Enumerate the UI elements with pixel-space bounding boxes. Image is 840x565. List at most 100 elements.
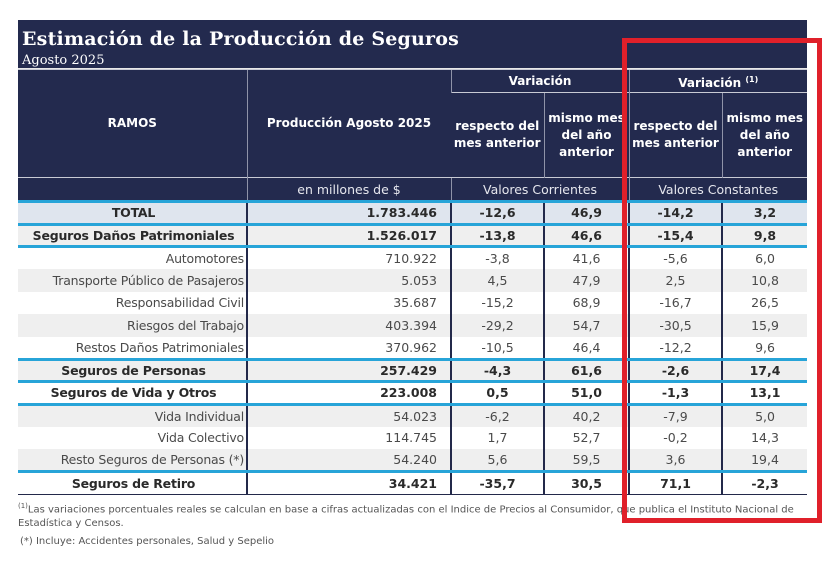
- cell-var-anio: 40,2: [543, 404, 629, 427]
- col-unit-millones: en millones de $: [246, 177, 451, 203]
- cell-var-mes: 0,5: [450, 381, 544, 406]
- row-label: Riesgos del Trabajo: [18, 314, 247, 337]
- cell-var-anio: 59,5: [543, 449, 629, 473]
- cell-var-mes: -10,5: [450, 336, 544, 361]
- table-row: Seguros Daños Patrimoniales 1.526.017 -13,…: [18, 224, 808, 248]
- cell-produccion: 1.783.446: [246, 201, 451, 226]
- table-header: RAMOS Producción Agosto 2025 Variación V…: [18, 69, 808, 203]
- production-table: RAMOS Producción Agosto 2025 Variación V…: [18, 69, 808, 495]
- col-unit-constantes: Valores Constantes: [628, 177, 808, 203]
- cell-real-mes: 3,6: [628, 449, 722, 473]
- row-label: Seguros de Vida y Otros: [18, 381, 247, 406]
- cell-var-anio: 54,7: [543, 314, 629, 337]
- cell-real-anio: 19,4: [720, 449, 808, 473]
- footnote-1-text: Las variaciones porcentuales reales se c…: [18, 504, 794, 530]
- cell-real-anio: 14,3: [720, 426, 808, 449]
- cell-var-mes: 1,7: [450, 426, 544, 449]
- row-label: Seguros de Personas: [18, 359, 247, 383]
- cell-real-anio: 6,0: [720, 246, 808, 269]
- table-row: Restos Daños Patrimoniales 370.962 -10,5 46…: [18, 336, 808, 361]
- cell-var-mes: -12,6: [450, 201, 544, 226]
- cell-var-mes: 4,5: [450, 269, 544, 292]
- cell-real-mes: -7,9: [628, 404, 722, 427]
- table-row: TOTAL 1.783.446 -12,6 46,9 -14,2 3,2: [18, 201, 808, 226]
- col-header-ramos: RAMOS: [18, 69, 247, 178]
- col-header-respecto: respecto del mes anterior: [451, 92, 544, 178]
- row-label: Restos Daños Patrimoniales: [18, 336, 247, 361]
- row-label: TOTAL: [18, 201, 247, 226]
- row-label: Seguros Daños Patrimoniales: [18, 224, 247, 248]
- cell-produccion: 35.687: [246, 291, 451, 314]
- cell-var-mes: -4,3: [450, 359, 544, 383]
- cell-produccion: 5.053: [246, 269, 451, 292]
- cell-real-mes: -5,6: [628, 246, 722, 269]
- report-subtitle: Agosto 2025: [22, 53, 105, 68]
- cell-var-anio: 46,6: [543, 224, 629, 248]
- cell-var-anio: 52,7: [543, 426, 629, 449]
- cell-var-mes: -35,7: [450, 471, 544, 495]
- cell-produccion: 54.240: [246, 449, 451, 473]
- cell-var-mes: -29,2: [450, 314, 544, 337]
- row-label: Transporte Público de Pasajeros: [18, 269, 247, 292]
- cell-var-anio: 47,9: [543, 269, 629, 292]
- table-row: Seguros de Retiro 34.421 -35,7 30,5 71,1 -2,3: [18, 471, 808, 495]
- cell-real-anio: 9,6: [720, 336, 808, 361]
- cell-produccion: 257.429: [246, 359, 451, 383]
- footnote-1: (1)Las variaciones porcentuales reales s…: [18, 499, 798, 531]
- cell-var-mes: -15,2: [450, 291, 544, 314]
- cell-produccion: 54.023: [246, 404, 451, 427]
- row-label: Seguros de Retiro: [18, 471, 247, 495]
- col-group-variacion: Variación: [450, 69, 629, 93]
- cell-real-mes: -12,2: [628, 336, 722, 361]
- cell-var-anio: 41,6: [543, 246, 629, 269]
- row-label: Automotores: [18, 246, 247, 269]
- cell-var-anio: 30,5: [543, 471, 629, 495]
- cell-real-mes: -15,4: [628, 224, 722, 248]
- report-header: Estimación de la Producción de Seguros A…: [18, 20, 807, 69]
- variacion-real-label: Variación: [678, 75, 742, 90]
- row-label: Responsabilidad Civil: [18, 291, 247, 314]
- cell-var-mes: -13,8: [450, 224, 544, 248]
- cell-real-anio: 3,2: [720, 201, 808, 226]
- col-header-mismo-mes: mismo mes del año anterior: [543, 92, 629, 178]
- cell-var-mes: 5,6: [450, 449, 544, 473]
- cell-real-anio: 5,0: [720, 404, 808, 427]
- row-label: Resto Seguros de Personas (*): [18, 449, 247, 473]
- table-row: Vida Individual 54.023 -6,2 40,2 -7,9 5,0: [18, 404, 808, 427]
- cell-var-anio: 61,6: [543, 359, 629, 383]
- cell-real-anio: 10,8: [720, 269, 808, 292]
- table-row: Riesgos del Trabajo 403.394 -29,2 54,7 -30,5…: [18, 314, 808, 337]
- cell-real-anio: -2,3: [720, 471, 808, 495]
- cell-var-anio: 46,9: [543, 201, 629, 226]
- table-row: Automotores 710.922 -3,8 41,6 -5,6 6,0: [18, 246, 808, 269]
- cell-produccion: 114.745: [246, 426, 451, 449]
- cell-produccion: 34.421: [246, 471, 451, 495]
- cell-real-anio: 15,9: [720, 314, 808, 337]
- col-header-respecto-real: respecto del mes anterior: [628, 92, 722, 178]
- footnote-ref: (1): [745, 74, 759, 84]
- report-title: Estimación de la Producción de Seguros: [22, 28, 460, 50]
- cell-real-mes: -14,2: [628, 201, 722, 226]
- cell-real-anio: 26,5: [720, 291, 808, 314]
- table-row: Resto Seguros de Personas (*) 54.240 5,6 59…: [18, 449, 808, 473]
- cell-real-mes: -1,3: [628, 381, 722, 406]
- cell-var-anio: 68,9: [543, 291, 629, 314]
- cell-real-anio: 17,4: [720, 359, 808, 383]
- cell-produccion: 710.922: [246, 246, 451, 269]
- footnote-1-mark: (1): [18, 502, 28, 510]
- cell-produccion: 403.394: [246, 314, 451, 337]
- cell-real-mes: -16,7: [628, 291, 722, 314]
- cell-real-mes: -2,6: [628, 359, 722, 383]
- table-row: Seguros de Personas 257.429 -4,3 61,6 -2,6 17…: [18, 359, 808, 383]
- table-row: Transporte Público de Pasajeros 5.053 4,5 4…: [18, 269, 808, 292]
- row-label: Vida Individual: [18, 404, 247, 427]
- cell-produccion: 370.962: [246, 336, 451, 361]
- cell-produccion: 1.526.017: [246, 224, 451, 248]
- footnote-2: (*) Incluye: Accidentes personales, Salu…: [20, 536, 275, 547]
- cell-var-mes: -3,8: [450, 246, 544, 269]
- col-unit-blank: [18, 177, 247, 203]
- table-row: Responsabilidad Civil 35.687 -15,2 68,9 -16,…: [18, 291, 808, 314]
- cell-real-mes: 71,1: [628, 471, 722, 495]
- col-header-mismo-mes-real: mismo mes del año anterior: [721, 92, 808, 178]
- cell-real-mes: -30,5: [628, 314, 722, 337]
